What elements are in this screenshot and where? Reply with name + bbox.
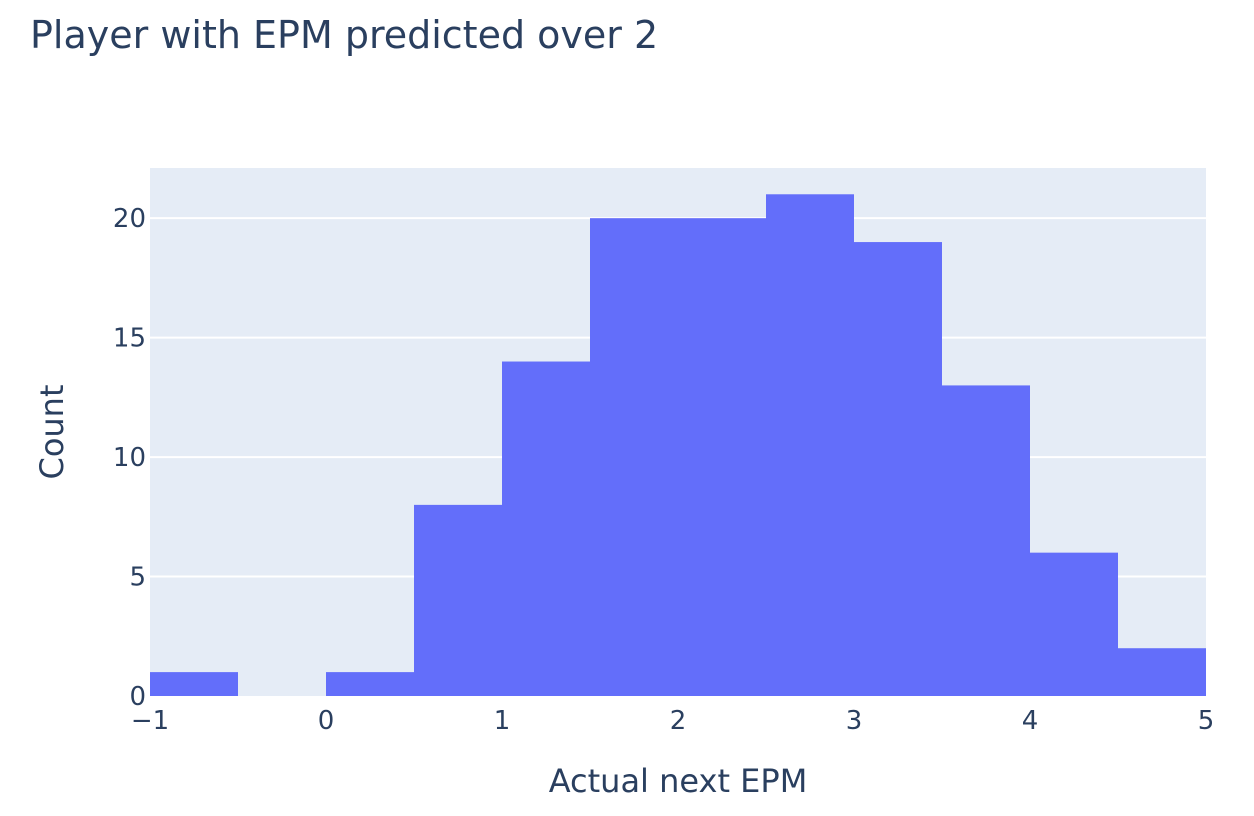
bar-bin-3 xyxy=(414,504,502,696)
bar-bin-0 xyxy=(150,672,238,696)
histogram-bars xyxy=(150,194,1206,697)
bar-bin-9 xyxy=(942,385,1030,696)
bar-bin-11 xyxy=(1118,648,1206,696)
x-tick-label: 1 xyxy=(494,706,511,736)
x-tick-label: 0 xyxy=(318,706,335,736)
bar-bin-7 xyxy=(766,194,854,696)
x-axis-ticks: −1 0 1 2 3 4 5 xyxy=(131,706,1214,736)
x-axis-title: Actual next EPM xyxy=(549,762,808,800)
x-tick-label: 3 xyxy=(846,706,863,736)
bar-bin-5 xyxy=(590,218,678,697)
x-tick-label: 5 xyxy=(1198,706,1215,736)
x-tick-label: 4 xyxy=(1022,706,1039,736)
y-tick-label: 0 xyxy=(129,682,146,712)
bar-bin-8 xyxy=(854,242,942,696)
y-tick-label: 15 xyxy=(113,324,146,354)
x-tick-label: 2 xyxy=(670,706,687,736)
y-tick-label: 5 xyxy=(129,563,146,593)
bar-bin-6 xyxy=(678,218,766,697)
y-tick-label: 10 xyxy=(113,443,146,473)
y-axis-ticks: 0 5 10 15 20 xyxy=(113,204,146,712)
chart-title: Player with EPM predicted over 2 xyxy=(30,13,658,57)
bar-bin-10 xyxy=(1030,552,1118,696)
x-tick-label: −1 xyxy=(131,706,169,736)
bar-bin-2 xyxy=(326,672,414,696)
y-tick-label: 20 xyxy=(113,204,146,234)
bar-bin-4 xyxy=(502,361,590,696)
y-axis-title: Count xyxy=(33,384,71,479)
